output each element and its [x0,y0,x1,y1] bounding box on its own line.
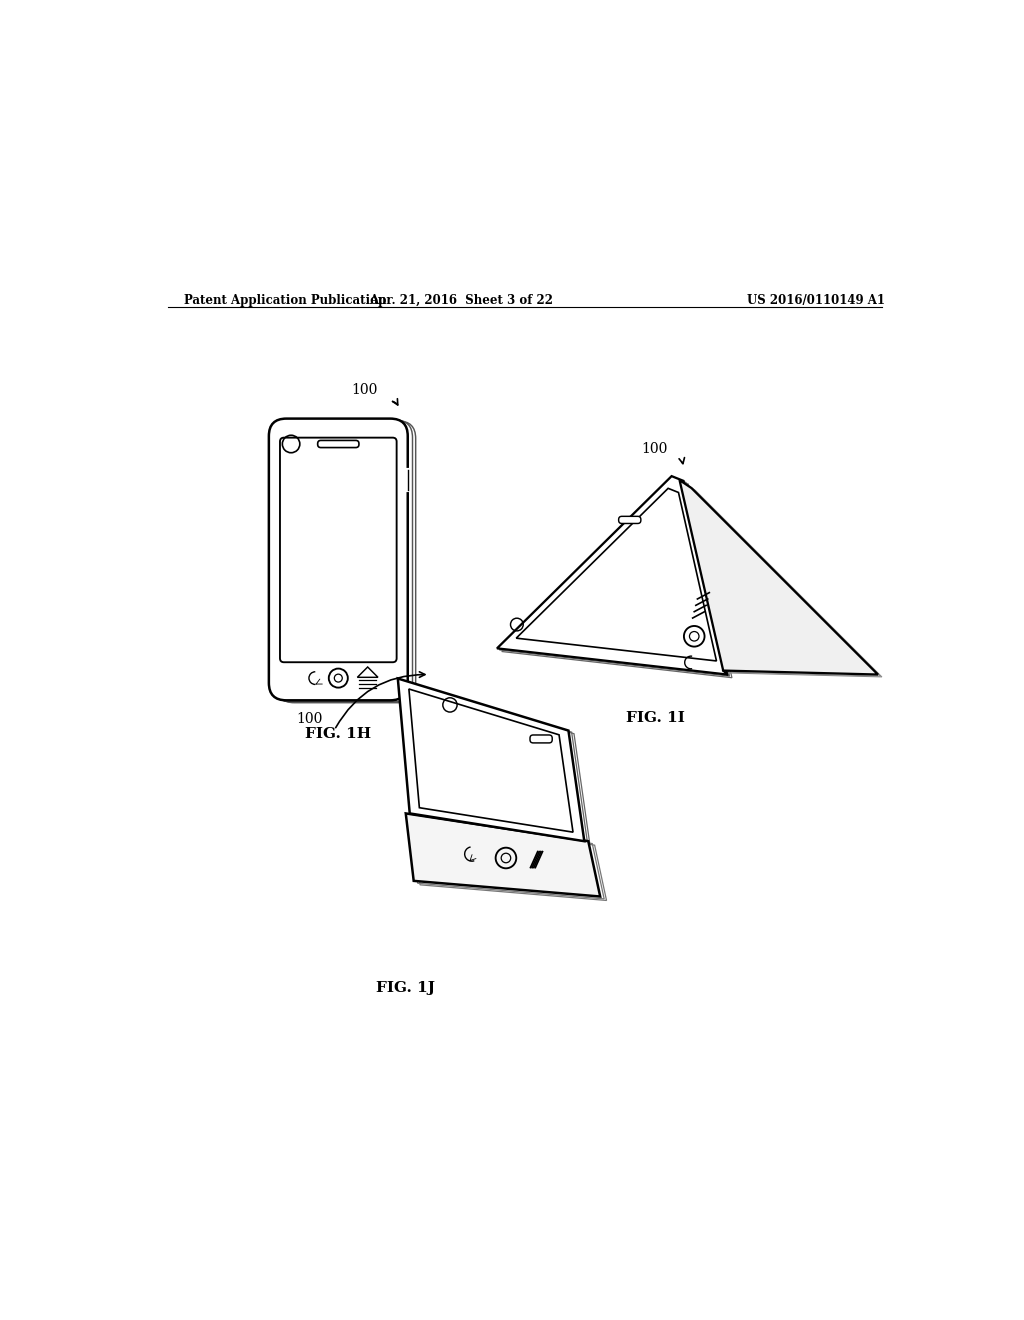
Text: 100: 100 [351,383,378,397]
Text: Apr. 21, 2016  Sheet 3 of 22: Apr. 21, 2016 Sheet 3 of 22 [370,294,553,308]
Polygon shape [409,689,573,832]
FancyBboxPatch shape [269,418,408,701]
Polygon shape [406,813,600,896]
Text: FIG. 1H: FIG. 1H [305,727,372,741]
FancyBboxPatch shape [280,438,396,663]
Polygon shape [680,480,878,675]
Text: Patent Application Publication: Patent Application Publication [183,294,386,308]
Polygon shape [397,678,585,841]
FancyBboxPatch shape [618,516,641,524]
FancyBboxPatch shape [317,441,359,447]
Polygon shape [516,488,717,661]
Text: US 2016/0110149 A1: US 2016/0110149 A1 [748,294,885,308]
Text: 100: 100 [641,442,668,457]
Text: FIG. 1I: FIG. 1I [627,711,685,725]
FancyBboxPatch shape [530,735,552,743]
Polygon shape [497,477,727,675]
Text: FIG. 1J: FIG. 1J [376,981,435,995]
Text: 100: 100 [296,711,323,726]
